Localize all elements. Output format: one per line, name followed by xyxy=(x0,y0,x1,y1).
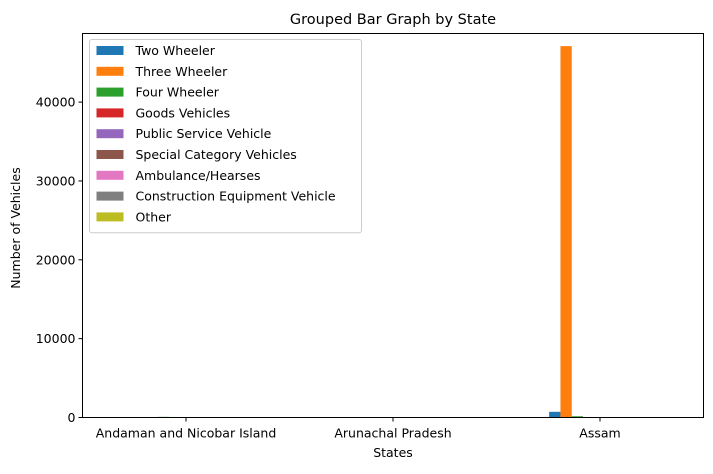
y-tick-label: 10000 xyxy=(36,331,76,346)
legend-swatch-other xyxy=(97,212,124,221)
y-tick-label: 40000 xyxy=(36,95,76,110)
y-tick-label: 30000 xyxy=(36,173,76,188)
legend-label-construction-equipment-vehicle: Construction Equipment Vehicle xyxy=(136,189,336,204)
bar-three-wheeler-assam xyxy=(560,46,571,417)
legend-label-special-category-vehicles: Special Category Vehicles xyxy=(136,147,297,162)
legend-swatch-ambulance-hearses xyxy=(97,171,124,180)
legend-label-three-wheeler: Three Wheeler xyxy=(135,64,229,79)
legend-swatch-four-wheeler xyxy=(97,88,124,97)
y-tick-label: 20000 xyxy=(36,252,76,267)
legend-label-other: Other xyxy=(136,209,172,224)
legend-swatch-three-wheeler xyxy=(97,67,124,76)
legend-label-four-wheeler: Four Wheeler xyxy=(136,85,220,100)
chart-title: Grouped Bar Graph by State xyxy=(290,12,496,28)
legend-label-two-wheeler: Two Wheeler xyxy=(135,43,216,58)
x-tick-label: Andaman and Nicobar Island xyxy=(96,426,277,441)
legend-swatch-goods-vehicles xyxy=(97,108,124,117)
legend-swatch-public-service-vehicle xyxy=(97,129,124,138)
legend-swatch-construction-equipment-vehicle xyxy=(97,192,124,201)
x-tick-label: Assam xyxy=(579,426,620,441)
y-tick-label: 0 xyxy=(68,410,76,425)
legend-swatch-two-wheeler xyxy=(97,46,124,55)
x-axis-label: States xyxy=(373,445,413,460)
legend-label-public-service-vehicle: Public Service Vehicle xyxy=(136,126,272,141)
x-tick-label: Arunachal Pradesh xyxy=(334,426,451,441)
legend-swatch-special-category-vehicles xyxy=(97,150,124,159)
legend-label-ambulance-hearses: Ambulance/Hearses xyxy=(136,168,261,183)
legend-label-goods-vehicles: Goods Vehicles xyxy=(136,105,231,120)
bar-two-wheeler-assam xyxy=(549,412,560,418)
y-axis-label: Number of Vehicles xyxy=(8,167,23,288)
